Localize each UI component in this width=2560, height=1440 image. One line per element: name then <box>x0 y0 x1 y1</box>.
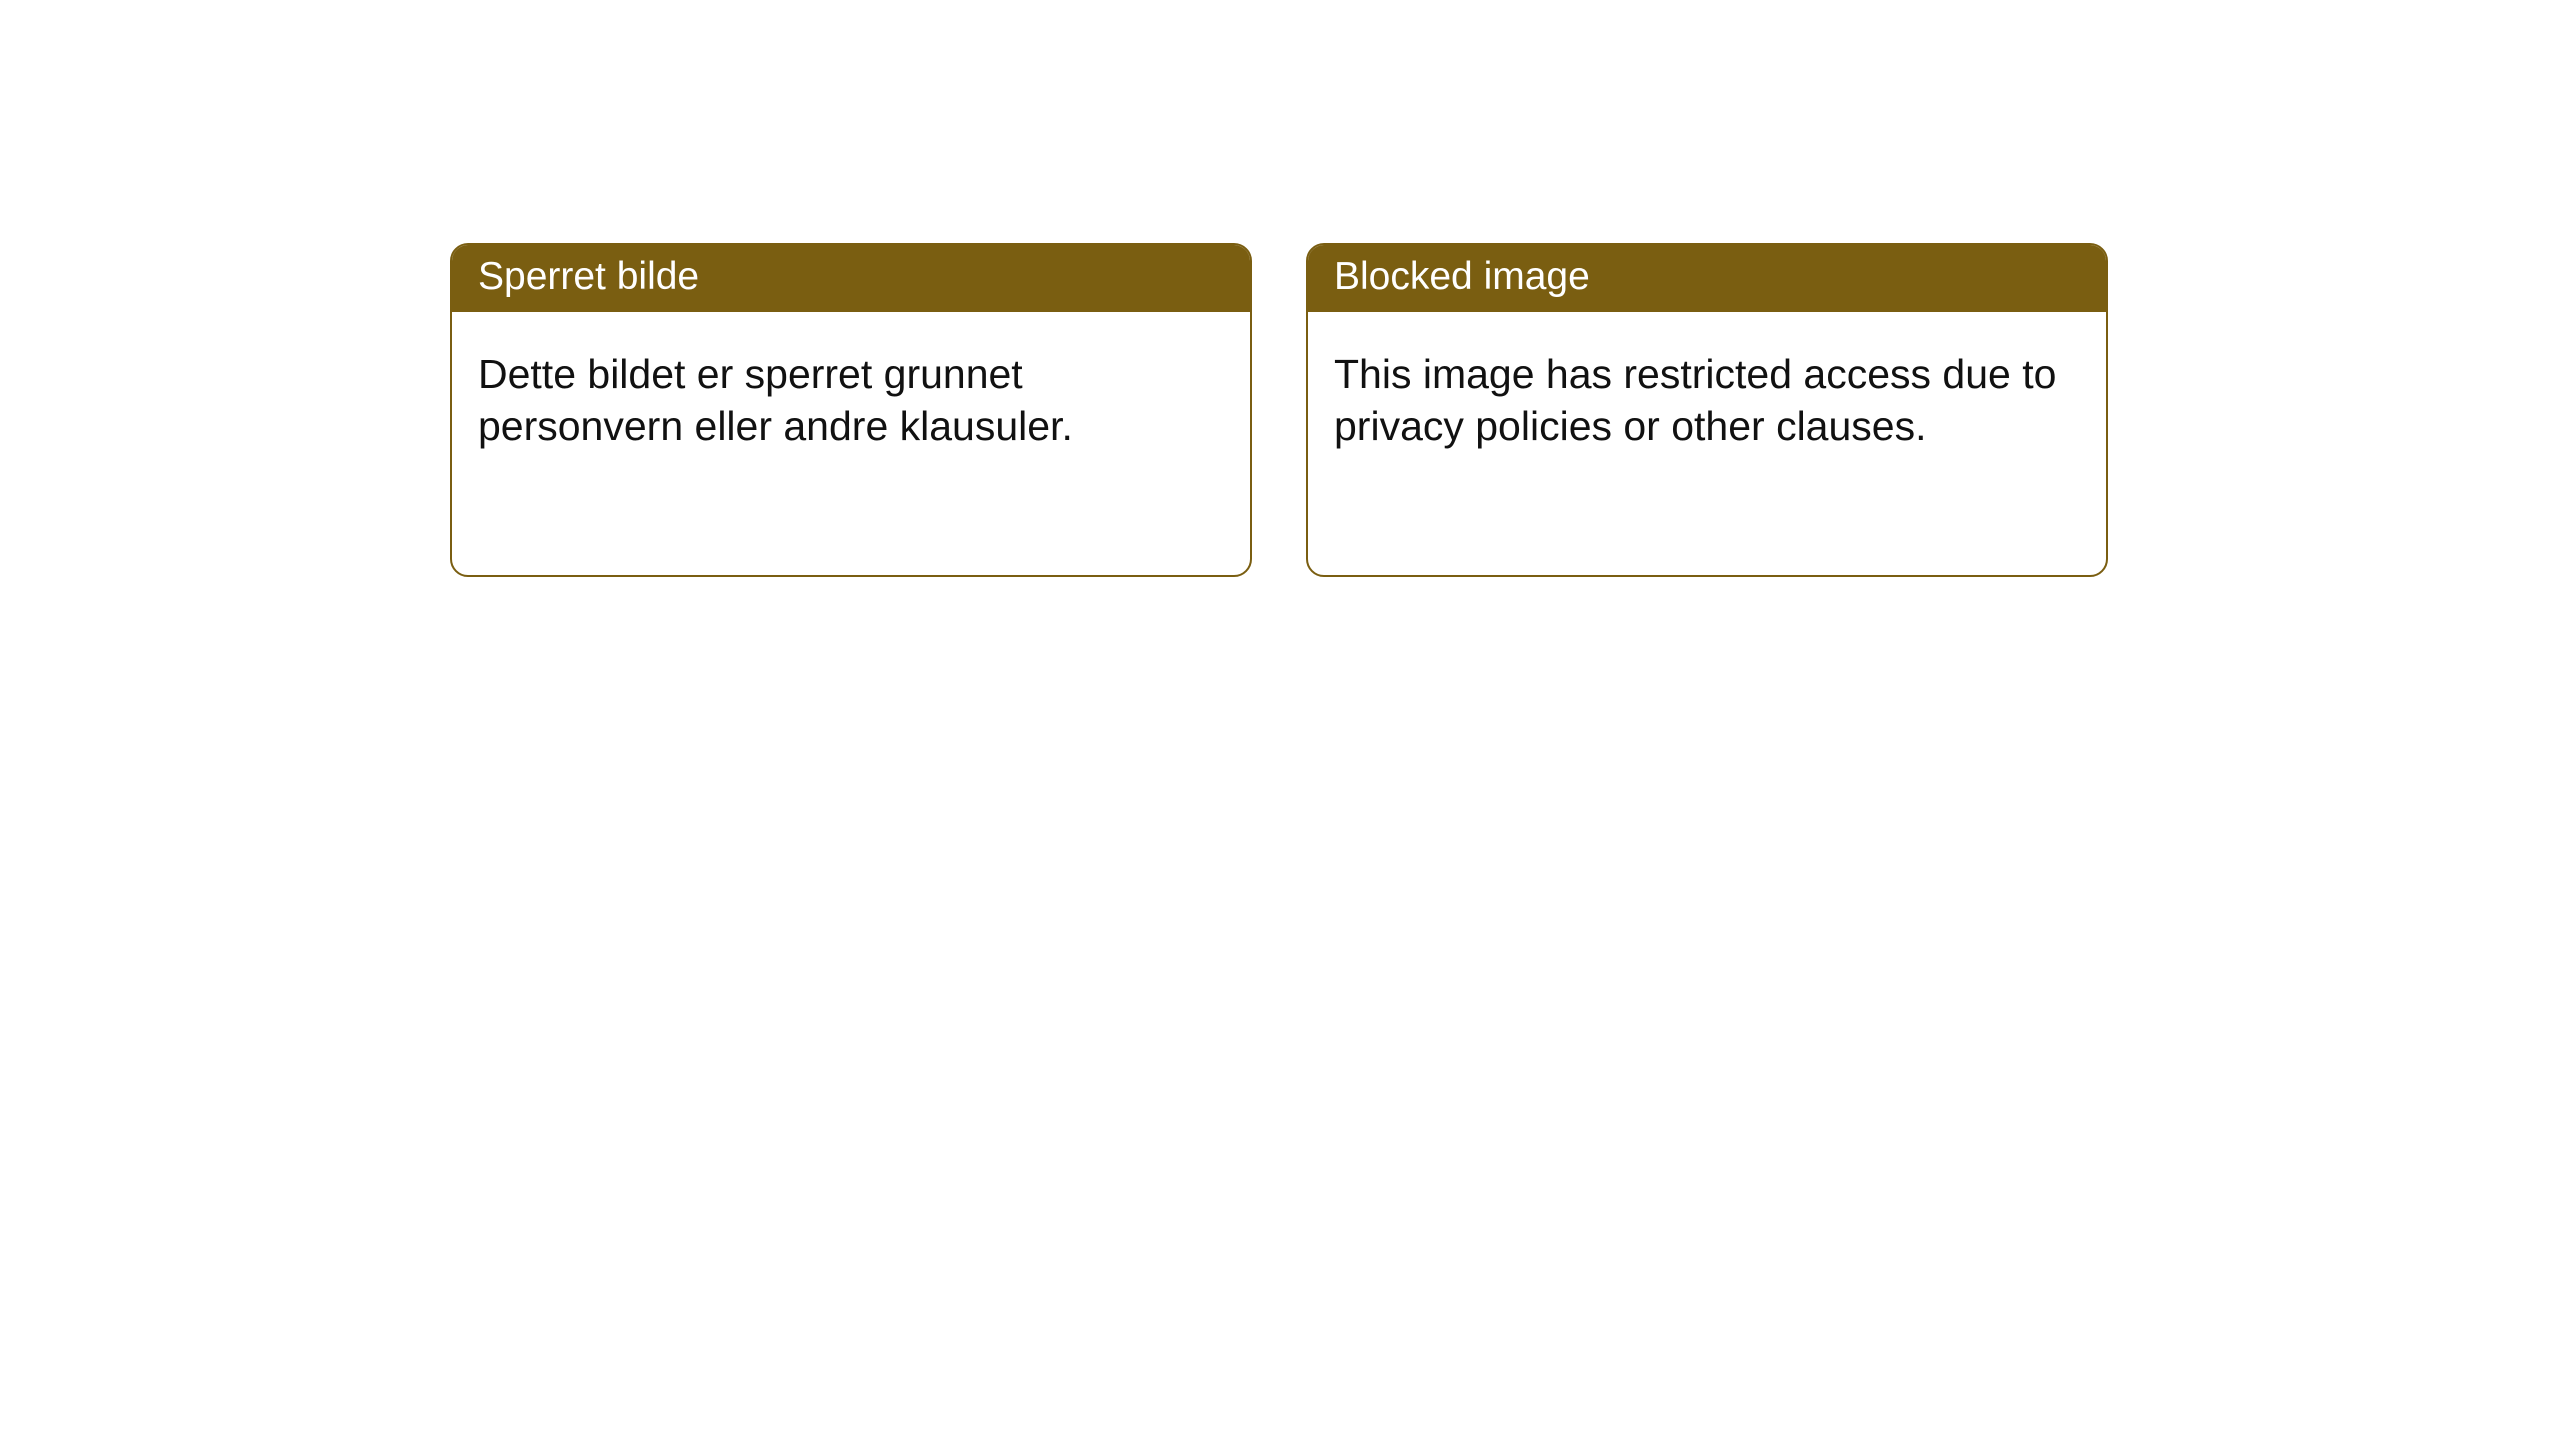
notice-card-no: Sperret bilde Dette bildet er sperret gr… <box>450 243 1252 577</box>
notice-body-no: Dette bildet er sperret grunnet personve… <box>452 312 1250 478</box>
notice-card-en: Blocked image This image has restricted … <box>1306 243 2108 577</box>
notice-title-en: Blocked image <box>1308 245 2106 312</box>
notice-body-en: This image has restricted access due to … <box>1308 312 2106 478</box>
notice-title-no: Sperret bilde <box>452 245 1250 312</box>
notice-cards-container: Sperret bilde Dette bildet er sperret gr… <box>0 0 2560 577</box>
